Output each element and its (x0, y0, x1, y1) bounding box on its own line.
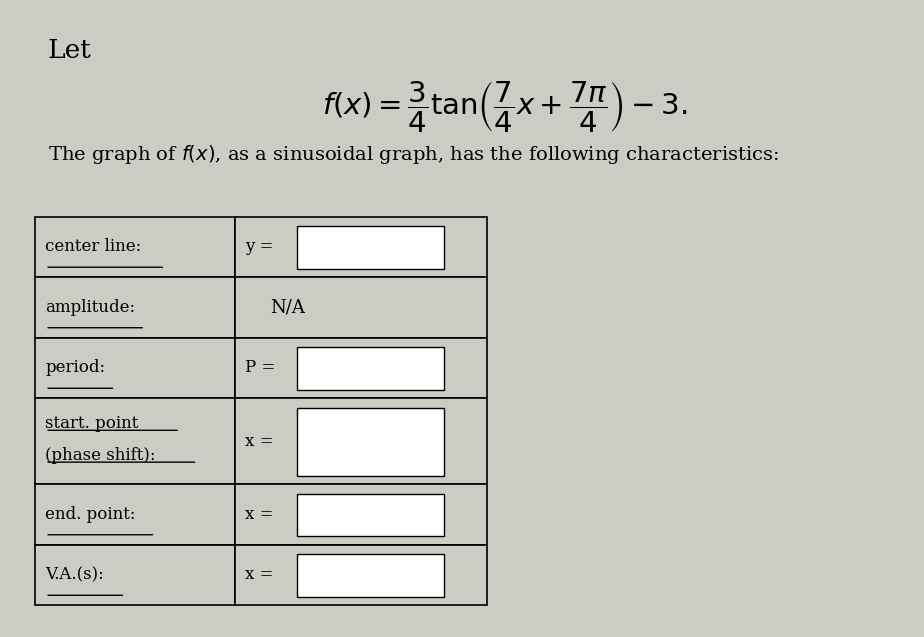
Bar (235, 338, 487, 398)
Bar (298, 226, 444, 269)
Text: N/A: N/A (270, 298, 305, 317)
Bar (235, 277, 487, 338)
Text: V.A.(s):: V.A.(s): (45, 566, 104, 583)
Text: x =: x = (245, 433, 274, 450)
Text: y =: y = (245, 238, 274, 255)
Text: center line:: center line: (45, 238, 141, 255)
Text: period:: period: (45, 359, 105, 376)
Text: start. point: start. point (45, 415, 139, 432)
Bar (35, 277, 235, 338)
Text: amplitude:: amplitude: (45, 299, 135, 316)
Text: (phase shift):: (phase shift): (45, 447, 156, 464)
Bar (235, 398, 487, 484)
Bar (235, 217, 487, 277)
Bar (298, 494, 444, 536)
Text: Let: Let (48, 38, 91, 63)
Bar (298, 554, 444, 597)
Bar (35, 398, 235, 484)
Bar (35, 545, 235, 605)
Text: x =: x = (245, 506, 274, 523)
Bar (35, 217, 235, 277)
Bar (235, 545, 487, 605)
Text: P =: P = (245, 359, 275, 376)
Bar (298, 408, 444, 476)
Text: end. point:: end. point: (45, 506, 136, 523)
Bar (235, 484, 487, 545)
Bar (35, 484, 235, 545)
Bar (35, 338, 235, 398)
Bar (298, 347, 444, 390)
Text: x =: x = (245, 566, 274, 583)
Text: The graph of $f(x)$, as a sinusoidal graph, has the following characteristics:: The graph of $f(x)$, as a sinusoidal gra… (48, 143, 779, 166)
Text: $f(x) = \dfrac{3}{4}\tan\!\left(\dfrac{7}{4}x + \dfrac{7\pi}{4}\right) - 3.$: $f(x) = \dfrac{3}{4}\tan\!\left(\dfrac{7… (322, 80, 687, 135)
